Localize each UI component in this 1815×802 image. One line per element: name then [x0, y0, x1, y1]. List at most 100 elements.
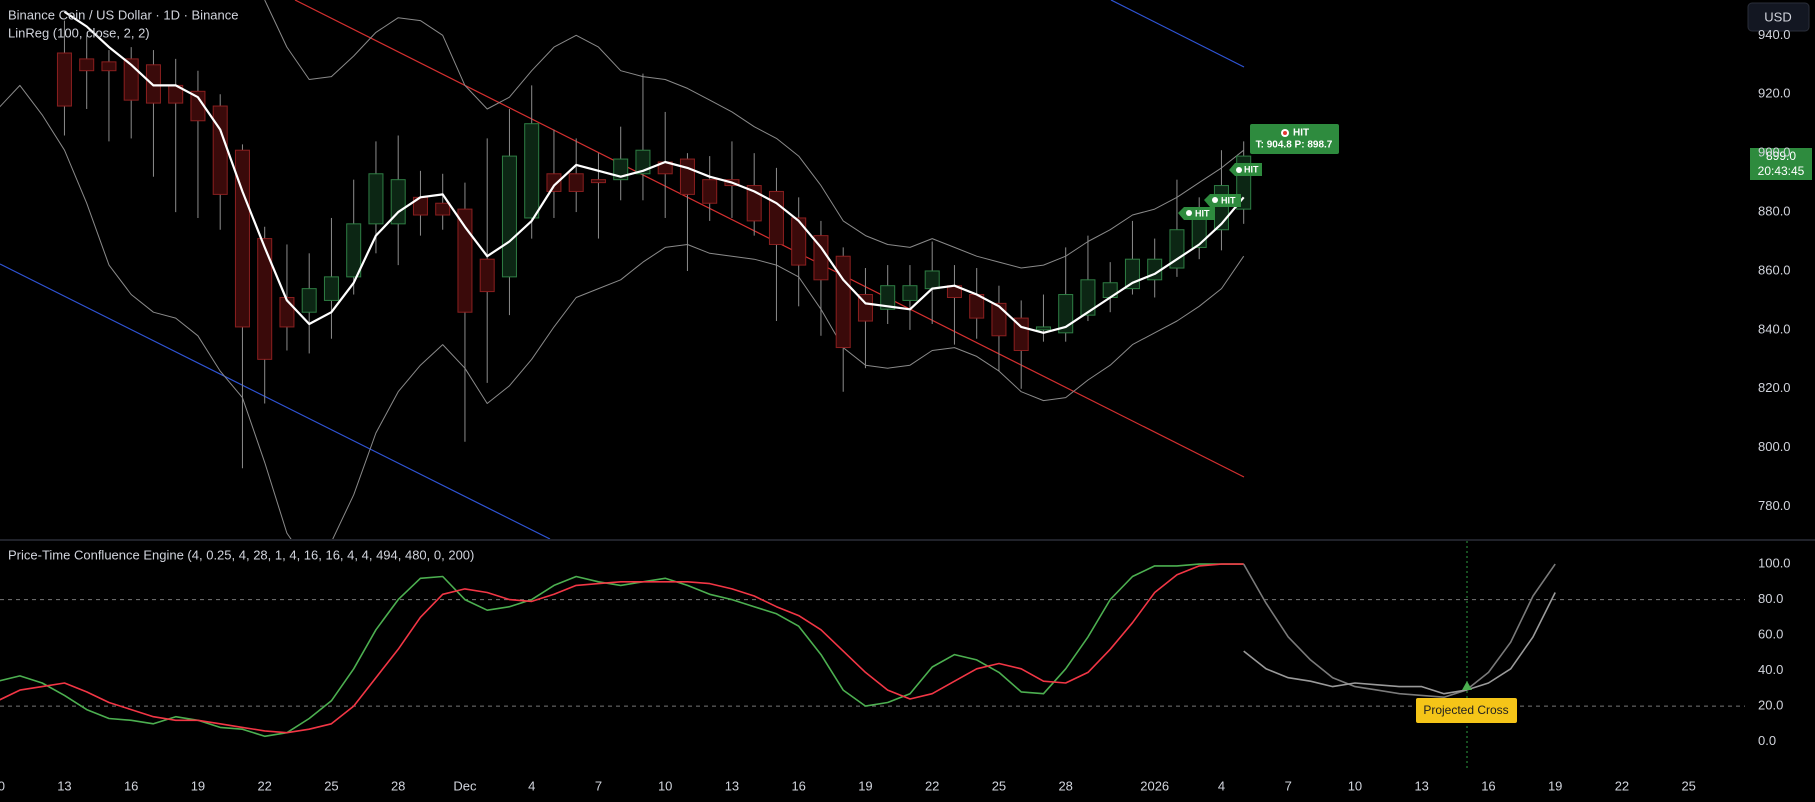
candle-body — [590, 179, 606, 184]
cross-label: Projected Cross — [1423, 703, 1508, 717]
candle-body — [56, 52, 72, 107]
candle-body — [1080, 279, 1096, 316]
y-tick-label: 900.0 — [1758, 145, 1791, 160]
y-tick-label: 780.0 — [1758, 498, 1791, 513]
x-tick-label: 28 — [391, 778, 405, 793]
candle-body — [145, 64, 161, 104]
hit-box — [1250, 124, 1339, 154]
candle-body — [613, 158, 629, 181]
x-tick-label: 13 — [57, 778, 71, 793]
channel-line — [1110, 0, 1245, 68]
hit-detail: T: 904.8 P: 898.7 — [1256, 140, 1333, 151]
candle-body — [457, 208, 473, 313]
countdown: 20:43:45 — [1758, 164, 1805, 178]
price-tag — [1750, 148, 1812, 180]
x-tick-label: 22 — [925, 778, 939, 793]
candle-body — [991, 302, 1007, 337]
candle-body — [524, 123, 540, 219]
x-tick-label: 25 — [1681, 778, 1695, 793]
y-tick-label: 20.0 — [1758, 698, 1783, 713]
hit-icon — [1283, 131, 1287, 135]
candle-body — [546, 173, 562, 192]
x-tick-label: 28 — [1058, 778, 1072, 793]
candle-body — [101, 61, 117, 72]
y-tick-label: 60.0 — [1758, 627, 1783, 642]
x-tick-label: 10 — [1348, 778, 1362, 793]
candle-body — [390, 179, 406, 225]
x-tick-label: 10 — [0, 778, 5, 793]
x-tick-label: 7 — [1285, 778, 1292, 793]
y-tick-label: 0.0 — [1758, 733, 1776, 748]
candle-body — [323, 276, 339, 301]
x-tick-label: 10 — [658, 778, 672, 793]
y-tick-label: 80.0 — [1758, 591, 1783, 606]
y-tick-label: 100.0 — [1758, 556, 1791, 571]
x-tick-label: 13 — [1414, 778, 1428, 793]
y-tick-label: 940.0 — [1758, 27, 1791, 42]
x-tick-label: 22 — [257, 778, 271, 793]
candle-body — [212, 105, 228, 195]
x-tick-label: 13 — [725, 778, 739, 793]
candle-body — [257, 238, 273, 360]
x-tick-label: 4 — [528, 778, 535, 793]
candle-body — [702, 179, 718, 204]
hit-icon — [1186, 210, 1192, 216]
hit-tag-label: HIT — [1221, 195, 1236, 205]
hit-tag-label: HIT — [1195, 208, 1210, 218]
y-tick-label: 880.0 — [1758, 204, 1791, 219]
x-tick-label: 19 — [1548, 778, 1562, 793]
y-tick-label: 40.0 — [1758, 662, 1783, 677]
hit-label: HIT — [1293, 128, 1309, 139]
candle-body — [924, 270, 940, 290]
hit-tag — [1229, 163, 1262, 176]
currency-button[interactable] — [1747, 2, 1810, 32]
channel-line — [0, 263, 551, 539]
candle-body — [368, 173, 384, 225]
candle-body — [501, 155, 517, 278]
candle-body — [1013, 317, 1029, 351]
x-tick-label: 25 — [324, 778, 338, 793]
candle-body — [79, 58, 95, 72]
oscillator-title: Price-Time Confluence Engine (4, 0.25, 4… — [8, 547, 474, 562]
cross-box — [1416, 698, 1517, 723]
projection-line — [1243, 563, 1556, 698]
candle-body — [568, 173, 584, 192]
last-price: 899.0 — [1766, 149, 1796, 163]
candle-body — [479, 258, 495, 293]
candle-body — [234, 149, 250, 328]
cross-marker — [1462, 681, 1472, 690]
x-tick-label: 19 — [191, 778, 205, 793]
indicator-label: LinReg (100, close, 2, 2) — [8, 25, 150, 40]
price-pane — [0, 0, 1252, 539]
y-tick-label: 840.0 — [1758, 321, 1791, 336]
y-tick-label: 800.0 — [1758, 439, 1791, 454]
candle-body — [301, 288, 317, 313]
hit-icon — [1212, 197, 1218, 203]
hit-tag — [1204, 194, 1241, 207]
x-tick-label: 2026 — [1140, 778, 1169, 793]
x-tick-label: 25 — [992, 778, 1006, 793]
candle-body — [1169, 229, 1185, 269]
x-tick-label: Dec — [453, 778, 477, 793]
candle-body — [346, 223, 362, 278]
x-tick-label: 4 — [1218, 778, 1225, 793]
candle-body — [902, 285, 918, 301]
candle-body — [679, 158, 695, 195]
candle-body — [1124, 258, 1140, 290]
candle-body — [791, 217, 807, 266]
hit-icon — [1236, 167, 1242, 173]
currency-label[interactable]: USD — [1764, 9, 1791, 24]
candle-body — [835, 255, 851, 349]
x-tick-label: 19 — [858, 778, 872, 793]
candle-body — [435, 202, 451, 216]
candle-body — [1035, 326, 1051, 331]
x-tick-label: 16 — [124, 778, 138, 793]
y-tick-label: 860.0 — [1758, 262, 1791, 277]
hit-tag — [1178, 207, 1215, 220]
y-tick-label: 820.0 — [1758, 380, 1791, 395]
oscillator-line — [0, 563, 1244, 734]
